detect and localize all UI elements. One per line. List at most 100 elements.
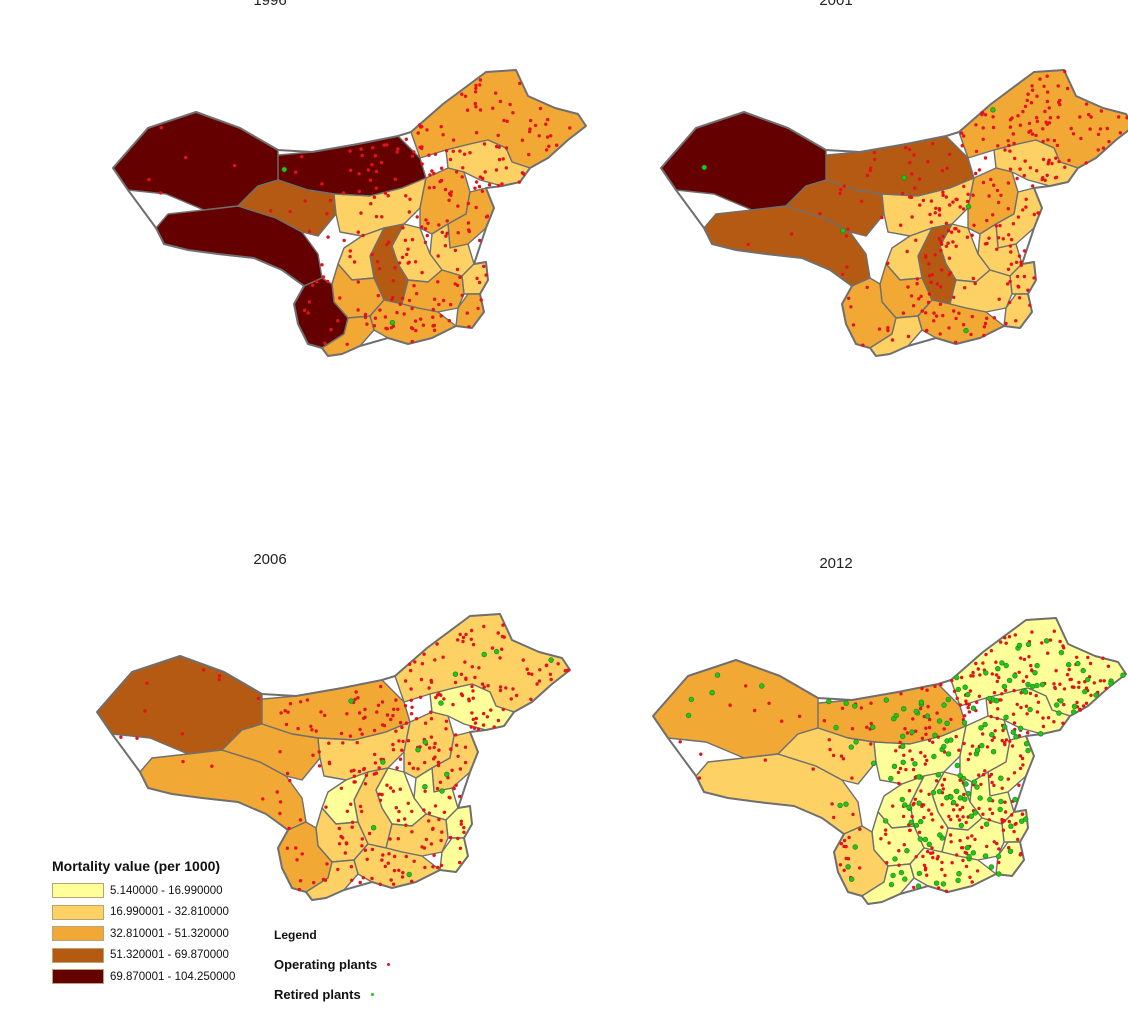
retired-plant [954,788,960,795]
operating-plant [1081,704,1086,708]
operating-plant [947,326,951,330]
operating-plant [977,168,982,172]
operating-plant [504,686,508,690]
operating-plant [427,811,432,815]
operating-plant [284,722,289,727]
operating-plant [278,750,282,754]
retired-plant [1016,642,1023,648]
operating-plant [1023,159,1027,163]
operating-plant [459,822,463,826]
retired-plant [1027,706,1033,713]
operating-plant [995,679,999,684]
operating-plant [906,285,910,289]
operating-plant [1024,205,1028,209]
operating-plant [991,213,995,217]
operating-plant [925,873,929,877]
operating-plant [678,740,682,744]
operating-plant [348,734,353,738]
operating-plant [390,298,394,302]
operating-plant [987,194,991,198]
retired-plant [1058,649,1065,656]
operating-plant [999,640,1003,644]
retired-plant [999,660,1005,666]
retired-plant [970,705,977,711]
operating-plant [349,168,353,172]
operating-plant [481,176,485,181]
operating-plant [410,705,414,709]
operating-plant [1043,109,1047,114]
operating-plant [365,857,369,861]
operating-plant [363,315,368,320]
operating-plant [459,672,464,676]
operating-plant [432,745,436,750]
operating-plant [974,123,978,127]
operating-plant [1008,244,1013,248]
retired-plant [1093,692,1099,698]
operating-plant [464,632,468,637]
operating-plant [887,841,891,845]
operating-plant [490,646,495,650]
operating-plant [972,223,976,227]
map-title: 2006 [253,551,287,568]
retired-plant [940,881,947,887]
operating-plant [924,253,928,258]
operating-plant [370,252,374,257]
operating-plant [455,743,459,747]
operating-plant [983,321,988,326]
operating-plant [995,247,999,251]
operating-plant [1063,165,1067,169]
operating-plant [396,837,400,841]
retired-plant [870,724,876,730]
operating-plant [1017,254,1022,258]
operating-plant [970,233,974,237]
operating-plant [1055,143,1060,148]
operating-plant [842,868,846,872]
operating-plant [1022,657,1027,662]
operating-plant [849,305,853,309]
operating-plant [1107,139,1111,144]
operating-plant [1000,692,1004,696]
operating-plant [429,710,433,714]
retired-plant [452,671,459,677]
mortality-legend: Mortality value (per 1000) 5.140000 - 16… [52,858,262,990]
operating-plant [433,152,438,156]
retired-plant [848,744,855,750]
operating-plant [1008,149,1012,153]
operating-plant [360,809,364,814]
operating-plant [951,200,955,204]
operating-plant [941,190,945,194]
operating-plant [391,324,396,328]
operating-plant [440,166,444,170]
operating-plant [839,187,843,192]
operating-plant [447,198,451,202]
operating-plant [355,740,359,745]
operating-plant [966,705,970,710]
operating-plant [449,747,453,752]
operating-plant [180,732,185,736]
retired-plant [281,166,288,173]
operating-plant [931,740,935,744]
operating-plant [910,172,914,176]
operating-plant [145,681,149,685]
operating-plant [955,814,960,818]
retired-plant [389,320,396,326]
operating-plant [1003,741,1007,745]
operating-plant [386,861,390,865]
operating-plant [1038,77,1042,81]
operating-plant [538,668,542,672]
operating-plant [460,175,464,179]
operating-plant [1012,771,1017,775]
retired-plant [961,720,968,726]
retired-plant [1054,702,1060,708]
operating-plant [409,698,413,702]
retired-plant [945,751,952,757]
operating-plant [423,227,428,231]
operating-plant [994,673,999,677]
china-map [96,613,571,901]
operating-plant [968,752,972,756]
operating-plant [459,819,464,823]
operating-plant [383,315,388,319]
operating-plant [1088,661,1093,666]
retired-plant [941,743,947,750]
operating-plant [463,660,467,664]
